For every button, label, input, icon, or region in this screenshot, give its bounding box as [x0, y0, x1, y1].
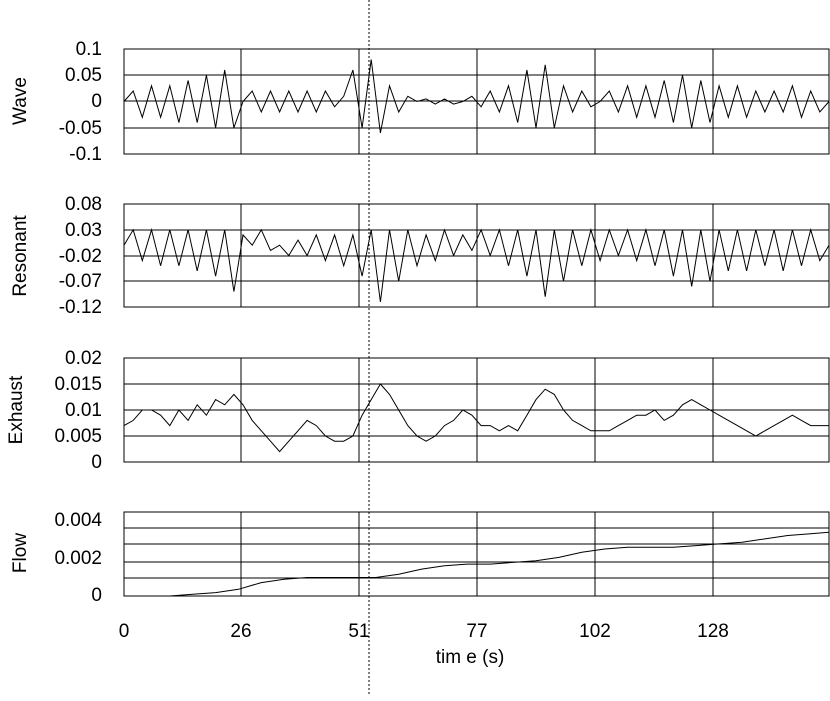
y-axis-label: Exhaust [6, 375, 27, 444]
x-tick-label: 51 [348, 621, 369, 642]
x-tick-label: 102 [579, 621, 611, 642]
y-tick-label: -0.1 [69, 144, 102, 165]
series-line [123, 383, 829, 453]
y-axis-label: Resonant [10, 215, 31, 297]
x-tick-label: 77 [466, 621, 487, 642]
series-line [123, 59, 830, 134]
y-tick-label: 0.02 [65, 348, 102, 369]
y-tick-label: 0.03 [65, 220, 102, 241]
y-tick-label: 0.005 [54, 426, 102, 447]
y-tick-label: 0.05 [65, 65, 102, 86]
x-axis-label: tim e (s) [436, 647, 505, 668]
y-tick-label: 0.01 [65, 400, 102, 421]
y-tick-label: 0.1 [76, 39, 102, 60]
y-axis-label: Wave [10, 77, 31, 125]
series-line [123, 227, 830, 302]
panel-3: 0.02 0.015 0.01 0.005 0 Exhaust [6, 348, 830, 473]
y-tick-label: 0.004 [54, 510, 102, 531]
x-tick-label: 0 [119, 621, 130, 642]
y-tick-label: 0.08 [65, 194, 102, 215]
y-tick-label: 0 [91, 91, 102, 112]
y-tick-label: -0.05 [59, 118, 102, 139]
y-tick-label: 0.015 [54, 374, 102, 395]
panel-1: 0.1 0.05 0 -0.05 -0.1 Wave [10, 39, 830, 165]
x-tick-label: 26 [230, 621, 251, 642]
y-tick-label: -0.12 [59, 297, 102, 318]
y-tick-label: 0 [91, 452, 102, 473]
y-tick-label: -0.02 [59, 246, 102, 267]
y-axis-label: Flow [10, 533, 31, 573]
y-tick-label: 0.002 [54, 548, 102, 569]
series-line [124, 531, 830, 597]
x-tick-label: 128 [697, 621, 729, 642]
y-tick-label: -0.07 [59, 271, 102, 292]
y-tick-label: 0 [91, 585, 102, 606]
panel-4: 0.004 0.002 0 Flow [10, 510, 830, 606]
panel-2: 0.08 0.03 -0.02 -0.07 -0.12 Resonant [10, 194, 830, 318]
